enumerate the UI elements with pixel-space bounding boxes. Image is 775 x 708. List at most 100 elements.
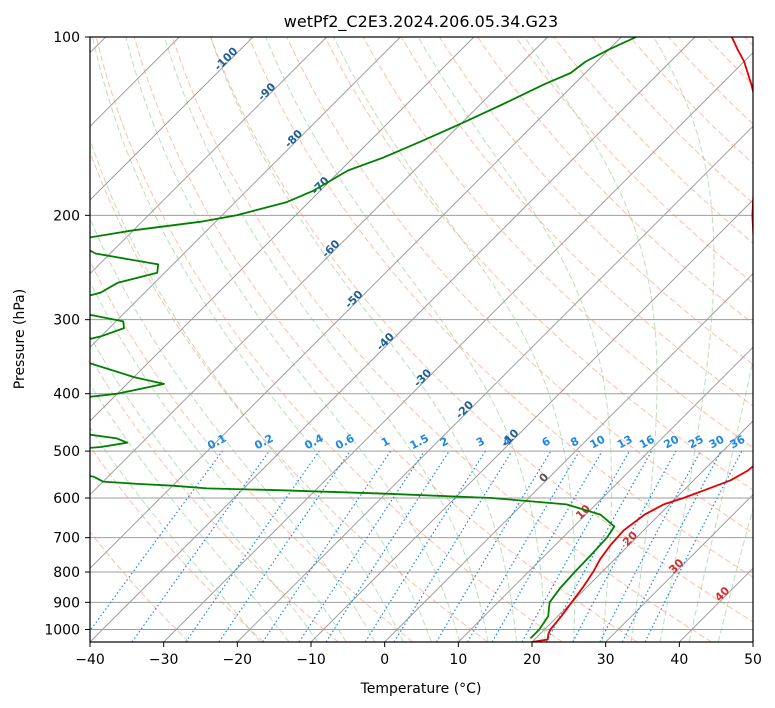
dry-adiabat bbox=[438, 37, 753, 366]
background-labels: 0.1 0.2 0.4 0.6 1 1.5 2 3 4 6 8 10 13 16 20 25 30 36-100-… bbox=[205, 44, 747, 604]
isotherm-label: -60 bbox=[319, 237, 342, 260]
isobars bbox=[90, 37, 753, 630]
mixing-ratio-label: 13 bbox=[615, 433, 635, 452]
isotherm-line bbox=[90, 37, 549, 496]
mixing-ratio-label: 10 bbox=[588, 433, 608, 452]
mixing-ratio-label: 0.6 bbox=[333, 432, 357, 453]
x-tick-label: 0 bbox=[380, 652, 389, 668]
x-tick-label: 30 bbox=[597, 652, 615, 668]
y-tick-label: 300 bbox=[53, 313, 80, 329]
mixing-ratio-line bbox=[185, 450, 320, 642]
mixing-ratio-line bbox=[90, 450, 223, 632]
moist-adiabat bbox=[90, 217, 376, 642]
isotherm-line bbox=[90, 37, 328, 275]
moist-adiabat bbox=[90, 280, 347, 642]
dry-adiabat bbox=[248, 37, 753, 578]
chart-title: wetPf2_C2E3.2024.206.05.34.G23 bbox=[284, 12, 558, 32]
x-tick-label: 40 bbox=[670, 652, 688, 668]
y-tick-label: 800 bbox=[53, 565, 80, 581]
mixing-ratio-line bbox=[393, 450, 513, 642]
y-axis-label: Pressure (hPa) bbox=[12, 289, 28, 389]
dry-adiabat bbox=[90, 259, 414, 642]
isotherm-label: -80 bbox=[282, 127, 305, 150]
mixing-ratio-label: 2 bbox=[438, 434, 451, 449]
moist-adiabat bbox=[125, 37, 461, 642]
isotherm-line bbox=[457, 346, 753, 642]
dry-adiabat bbox=[400, 37, 753, 407]
isotherm-label: -10 bbox=[498, 426, 521, 449]
dry-adiabat bbox=[591, 37, 753, 204]
plot-frame bbox=[89, 36, 754, 643]
isotherm-line bbox=[90, 37, 696, 642]
y-tick-label: 700 bbox=[53, 531, 80, 547]
mixing-ratio-label: 6 bbox=[540, 434, 553, 449]
y-tick-label: 900 bbox=[53, 595, 80, 611]
moist-adiabat bbox=[717, 506, 753, 642]
y-tick-label: 100 bbox=[53, 30, 80, 46]
isotherm-line bbox=[384, 272, 753, 642]
mixing-ratio-label: 16 bbox=[637, 433, 657, 452]
moist-adiabat bbox=[265, 37, 546, 642]
moist-adiabat bbox=[90, 383, 290, 642]
x-axis-ticks: −40 −30 −20 −10 0 10 20 30 40 50 bbox=[75, 642, 762, 668]
isotherm-label: -40 bbox=[374, 330, 397, 353]
mixing-ratio-label: 1 bbox=[379, 434, 392, 449]
mixing-ratio-label: 30 bbox=[707, 433, 727, 452]
isotherm-line bbox=[752, 641, 753, 642]
isotherm-label: -100 bbox=[212, 44, 241, 73]
mixing-ratio-label: 0.2 bbox=[252, 432, 275, 453]
isotherm-line bbox=[163, 51, 753, 642]
isotherm-line bbox=[90, 37, 401, 349]
dewpoint-profile bbox=[90, 37, 637, 639]
dry-adiabat bbox=[90, 150, 488, 642]
moist-adiabat bbox=[164, 37, 489, 642]
isotherm-label: -90 bbox=[255, 80, 278, 103]
mixing-ratio-line bbox=[644, 450, 743, 642]
y-tick-label: 1000 bbox=[44, 622, 80, 638]
isotherm-line bbox=[236, 125, 753, 642]
dry-adiabat bbox=[90, 445, 264, 642]
isotherm-label: 30 bbox=[666, 556, 686, 576]
isotherm-line bbox=[605, 493, 753, 642]
moist-adiabat bbox=[90, 335, 319, 642]
x-tick-label: −30 bbox=[149, 652, 179, 668]
mixing-ratio-label: 0.4 bbox=[302, 432, 326, 453]
mixing-ratio-line bbox=[262, 450, 392, 642]
moist-adiabat bbox=[653, 37, 715, 642]
x-tick-label: 10 bbox=[449, 652, 467, 668]
y-tick-label: 500 bbox=[53, 444, 80, 460]
dry-adiabat bbox=[95, 37, 563, 642]
x-tick-label: 20 bbox=[523, 652, 541, 668]
y-tick-label: 600 bbox=[53, 491, 80, 507]
isotherm-label: -30 bbox=[411, 366, 434, 389]
mixing-ratio-line bbox=[545, 450, 653, 642]
mixing-ratio-label: 3 bbox=[474, 434, 487, 449]
moist-adiabat bbox=[688, 358, 753, 642]
dry-adiabat bbox=[210, 37, 753, 623]
mixing-ratio-label: 25 bbox=[686, 433, 706, 452]
mixing-ratio-line bbox=[325, 450, 450, 642]
isotherm-label: -20 bbox=[453, 398, 476, 421]
dry-adiabat bbox=[90, 356, 339, 642]
profiles bbox=[90, 37, 753, 642]
y-axis-ticks: 100 200 300 400 500 600 700 800 900 1000 bbox=[44, 30, 90, 638]
mixing-ratio-line bbox=[435, 450, 552, 642]
mixing-ratio-line bbox=[521, 450, 631, 642]
dry-adiabat bbox=[668, 37, 753, 125]
y-tick-label: 200 bbox=[53, 208, 80, 224]
moist-adiabat bbox=[92, 37, 432, 642]
dry-adiabat bbox=[744, 37, 753, 47]
moist-adiabat bbox=[210, 37, 517, 642]
isotherm-line bbox=[90, 37, 622, 570]
isotherm-line bbox=[90, 37, 475, 422]
dry-adiabat bbox=[477, 37, 753, 325]
mixing-ratio-line bbox=[298, 450, 425, 642]
isotherm-line bbox=[678, 567, 753, 642]
mixing-ratio-line bbox=[572, 450, 677, 642]
moist-adiabat bbox=[417, 37, 612, 642]
isotherms bbox=[90, 37, 753, 642]
x-tick-label: −10 bbox=[296, 652, 326, 668]
dry-adiabat bbox=[90, 531, 190, 642]
y-tick-label: 400 bbox=[53, 387, 80, 403]
